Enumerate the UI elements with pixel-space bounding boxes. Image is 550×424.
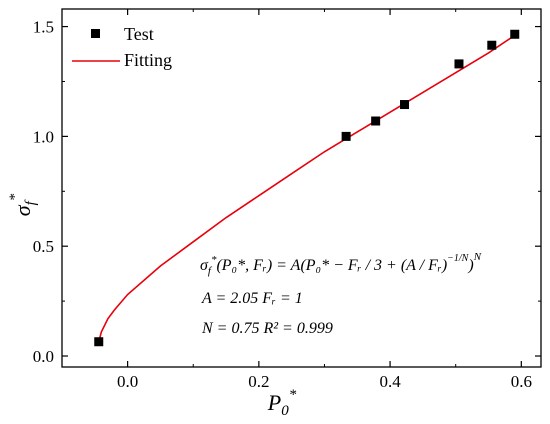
- equation-line: σf*(P₀*, Fᵣ) = A(P₀* − Fᵣ / 3 + (A / Fᵣ)…: [200, 251, 482, 277]
- test-data-point: [371, 116, 381, 126]
- y-tick-label: 0.5: [33, 237, 54, 256]
- eq-tail: ): [467, 257, 473, 274]
- y-tick-label: 0.0: [33, 347, 54, 366]
- y-axis-title-sub: f: [23, 199, 39, 205]
- x-tick-labels: 0.0 0.2 0.4 0.6: [117, 372, 532, 391]
- test-data-point: [510, 29, 520, 39]
- x-tick-label: 0.2: [248, 372, 269, 391]
- x-axis-title-sup: *: [289, 387, 297, 403]
- test-data-point: [487, 40, 497, 50]
- test-data-point: [94, 337, 104, 347]
- test-data-point: [454, 59, 464, 69]
- fit-annotation: σf*(P₀*, Fᵣ) = A(P₀* − Fᵣ / 3 + (A / Fᵣ)…: [200, 251, 482, 337]
- legend: Test Fitting: [72, 24, 172, 70]
- series-layer: [94, 29, 520, 347]
- legend-label-fitting: Fitting: [124, 50, 172, 70]
- x-tick-label: 0.6: [511, 372, 532, 391]
- equation-params-line-2: N = 0.75 R² = 0.999: [201, 320, 333, 337]
- test-data-point: [341, 131, 351, 141]
- eq-rhs: (P₀*, Fᵣ) = A(P₀* − Fᵣ / 3 + (A / Fᵣ): [216, 257, 447, 274]
- eq-lhs: σ: [200, 257, 209, 274]
- y-tick-label: 1.5: [33, 18, 54, 37]
- y-tick-label: 1.0: [33, 127, 54, 146]
- y-axis-title-sup: *: [7, 193, 23, 201]
- x-axis-title: P0*: [267, 387, 297, 419]
- eq-exp2: N: [473, 251, 482, 263]
- x-tick-label: 0.4: [379, 372, 401, 391]
- legend-label-test: Test: [124, 24, 154, 44]
- plot-frame: [61, 8, 542, 368]
- x-tick-label: 0.0: [117, 372, 138, 391]
- eq-exp1: −1/N: [447, 253, 470, 264]
- x-axis-title-sub: 0: [281, 403, 289, 419]
- y-axis-title: σf*: [7, 193, 39, 216]
- legend-marker-test: [91, 29, 100, 38]
- eq-lhs-sup: *: [211, 254, 217, 266]
- axis-ticks: [61, 9, 541, 367]
- equation-params-line-1: A = 2.05 Fᵣ = 1: [201, 290, 303, 307]
- fitting-curve: [97, 34, 516, 342]
- eq-lhs-sub: f: [208, 265, 213, 277]
- y-axis-title-main: σ: [10, 204, 35, 216]
- test-data-point: [400, 100, 410, 110]
- y-tick-labels: 0.0 0.5 1.0 1.5: [33, 18, 54, 366]
- x-axis-title-main: P: [267, 390, 281, 415]
